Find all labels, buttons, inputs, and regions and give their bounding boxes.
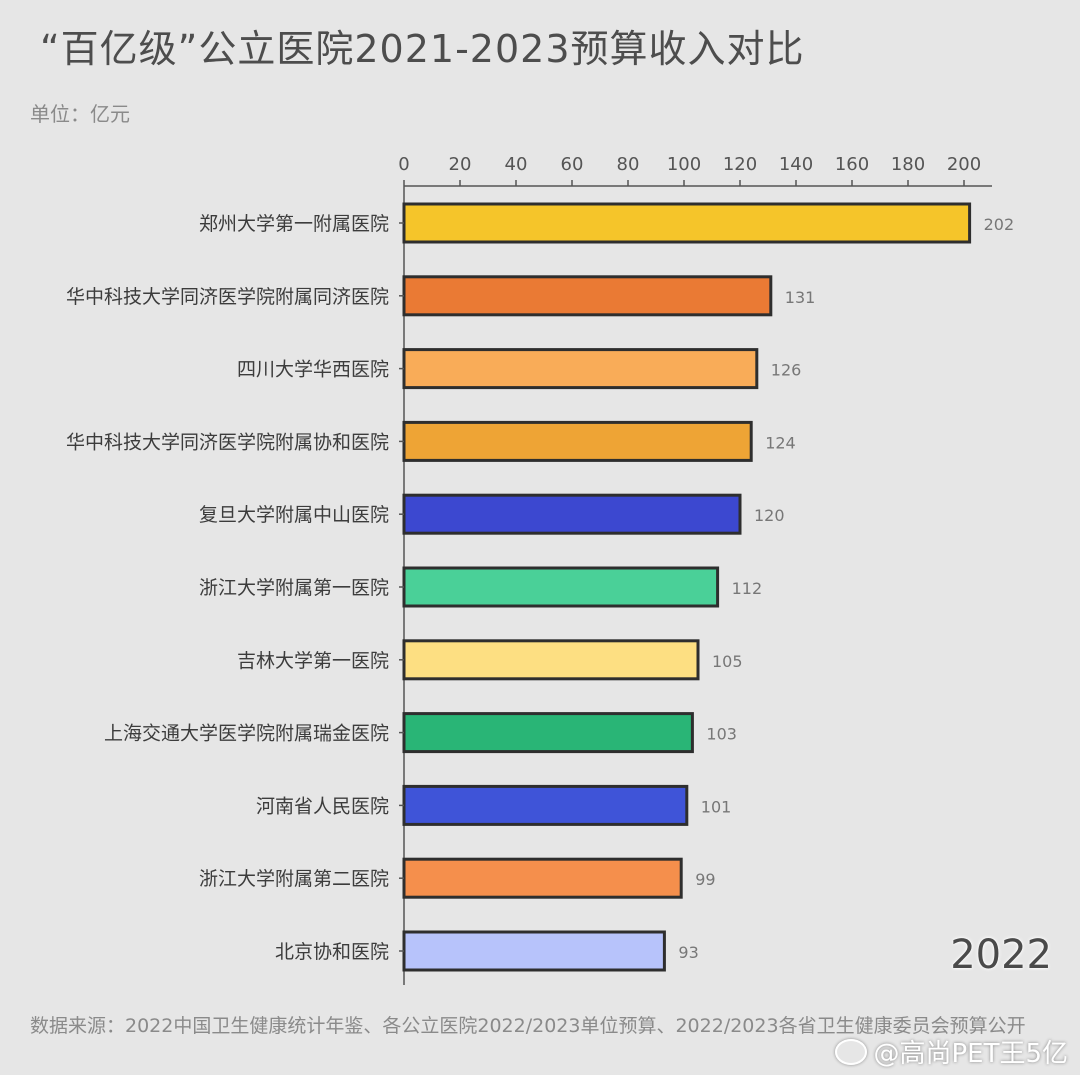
category-label: 吉林大学第一医院 [237,650,389,672]
bar-chart: 0 20 40 60 80 100 120 140 160 180 200 郑州大学第一附属医院 202… [66,154,1015,985]
category-label: 华中科技大学同济医学院附属同济医院 [66,286,389,308]
bar [402,857,683,899]
category-label: 复旦大学附属中山医院 [199,504,389,526]
category-label: 河南省人民医院 [256,795,389,817]
x-tick-label: 40 [505,154,528,175]
x-tick-label: 200 [947,154,981,175]
x-tick-label: 60 [561,154,584,175]
x-tick-label: 20 [449,154,472,175]
bar [402,420,753,462]
x-tick-label: 100 [667,154,701,175]
value-label: 126 [771,361,802,380]
value-label: 202 [984,215,1015,234]
category-label: 浙江大学附属第一医院 [199,577,389,599]
x-tick-label: 140 [779,154,813,175]
category-label: 四川大学华西医院 [237,359,389,381]
category-label: 上海交通大学医学院附属瑞金医院 [104,723,389,745]
x-tick-label: 0 [398,154,409,175]
year-label: 2022 [950,932,1052,978]
value-label: 112 [732,579,763,598]
x-tick-label: 120 [723,154,757,175]
bar [402,712,694,754]
chart-title: “百亿级”公立医院2021-2023预算收入对比 [40,27,805,71]
value-label: 103 [706,725,737,744]
bar [402,566,720,608]
unit-label: 单位：亿元 [30,102,130,126]
x-tick-label: 180 [891,154,925,175]
bar [402,930,666,972]
value-label: 124 [765,433,796,452]
weibo-icon [835,1038,868,1065]
bar [402,639,700,681]
category-label: 北京协和医院 [275,941,389,963]
value-label: 105 [712,652,743,671]
category-label: 华中科技大学同济医学院附属协和医院 [66,431,389,453]
bar [402,784,689,826]
bar [402,493,742,535]
bar [402,275,773,317]
source-note: 数据来源：2022中国卫生健康统计年鉴、各公立医院2022/2023单位预算、2… [30,1015,1026,1037]
category-label: 郑州大学第一附属医院 [199,213,389,235]
value-label: 101 [701,797,732,816]
x-tick-label: 160 [835,154,869,175]
watermark: @高尚PET王5亿 [835,1033,1068,1070]
value-label: 131 [785,288,816,307]
category-label: 浙江大学附属第二医院 [199,868,389,890]
bar [402,348,759,390]
value-label: 99 [695,870,715,889]
value-label: 93 [678,943,698,962]
x-tick-label: 80 [617,154,640,175]
bar [402,202,972,244]
value-label: 120 [754,506,785,525]
watermark-text: @高尚PET王5亿 [873,1039,1068,1069]
